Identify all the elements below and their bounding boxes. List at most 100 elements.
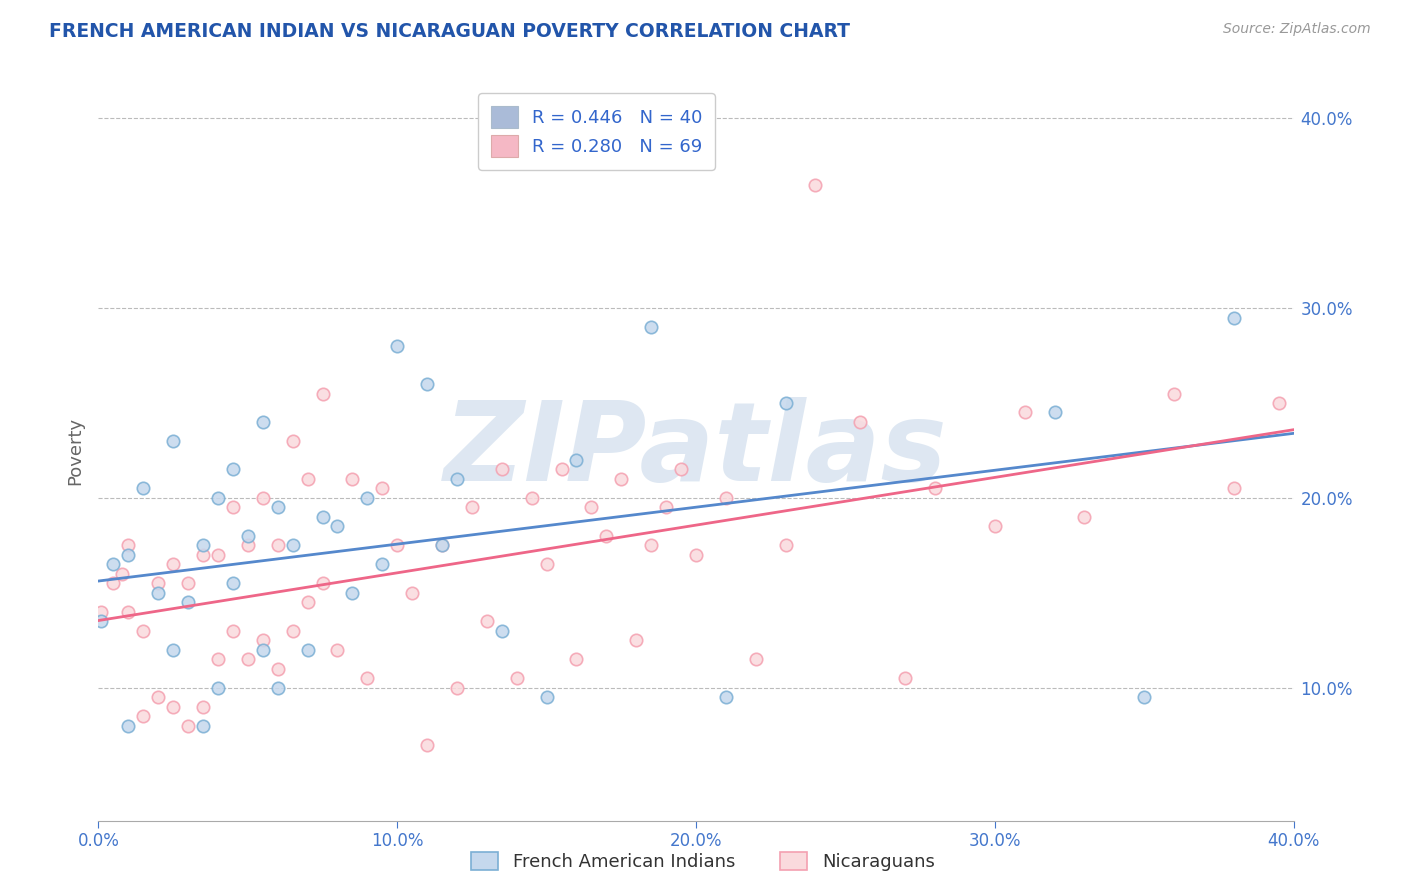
- Point: [311, 386, 333, 401]
- Point: [207, 652, 229, 666]
- Point: [191, 699, 214, 714]
- Point: [132, 709, 155, 723]
- Point: [236, 652, 259, 666]
- Point: [267, 538, 290, 552]
- Point: [326, 519, 349, 533]
- Point: [267, 681, 290, 695]
- Point: [281, 538, 304, 552]
- Legend: R = 0.446   N = 40, R = 0.280   N = 69: R = 0.446 N = 40, R = 0.280 N = 69: [478, 93, 716, 169]
- Point: [252, 491, 274, 505]
- Point: [162, 699, 184, 714]
- Point: [1267, 396, 1289, 410]
- Point: [1014, 405, 1036, 419]
- Point: [162, 558, 184, 572]
- Point: [1073, 509, 1095, 524]
- Point: [430, 538, 453, 552]
- Point: [191, 538, 214, 552]
- Point: [640, 538, 662, 552]
- Text: FRENCH AMERICAN INDIAN VS NICARAGUAN POVERTY CORRELATION CHART: FRENCH AMERICAN INDIAN VS NICARAGUAN POV…: [49, 22, 851, 41]
- Point: [669, 462, 692, 476]
- Point: [401, 586, 423, 600]
- Point: [342, 472, 364, 486]
- Point: [536, 690, 558, 705]
- Point: [311, 576, 333, 591]
- Point: [714, 491, 737, 505]
- Point: [191, 719, 214, 733]
- Point: [775, 538, 797, 552]
- Point: [1133, 690, 1156, 705]
- Point: [550, 462, 572, 476]
- Point: [90, 615, 112, 629]
- Point: [281, 434, 304, 448]
- Point: [894, 671, 917, 685]
- Point: [581, 500, 603, 515]
- Point: [311, 509, 333, 524]
- Point: [446, 472, 468, 486]
- Point: [745, 652, 768, 666]
- Point: [655, 500, 678, 515]
- Text: Source: ZipAtlas.com: Source: ZipAtlas.com: [1223, 22, 1371, 37]
- Point: [565, 453, 588, 467]
- Point: [849, 415, 872, 429]
- Point: [222, 624, 245, 638]
- Point: [148, 576, 170, 591]
- Point: [685, 548, 707, 562]
- Point: [775, 396, 797, 410]
- Point: [281, 624, 304, 638]
- Point: [222, 462, 245, 476]
- Point: [804, 178, 827, 192]
- Point: [326, 642, 349, 657]
- Point: [1043, 405, 1066, 419]
- Point: [117, 538, 139, 552]
- Point: [595, 529, 617, 543]
- Point: [416, 377, 439, 392]
- Point: [177, 576, 200, 591]
- Point: [111, 566, 134, 581]
- Point: [491, 624, 513, 638]
- Point: [297, 642, 319, 657]
- Point: [117, 605, 139, 619]
- Point: [90, 605, 112, 619]
- Point: [252, 642, 274, 657]
- Text: ZIPatlas: ZIPatlas: [444, 397, 948, 504]
- Point: [714, 690, 737, 705]
- Point: [924, 482, 946, 496]
- Point: [1223, 310, 1246, 325]
- Point: [371, 558, 394, 572]
- Point: [640, 320, 662, 334]
- Point: [117, 548, 139, 562]
- Point: [103, 558, 125, 572]
- Point: [252, 415, 274, 429]
- Point: [117, 719, 139, 733]
- Y-axis label: Poverty: Poverty: [66, 417, 84, 484]
- Point: [356, 671, 378, 685]
- Point: [520, 491, 543, 505]
- Point: [207, 548, 229, 562]
- Point: [491, 462, 513, 476]
- Point: [236, 538, 259, 552]
- Point: [191, 548, 214, 562]
- Point: [132, 624, 155, 638]
- Point: [1223, 482, 1246, 496]
- Point: [236, 529, 259, 543]
- Point: [267, 500, 290, 515]
- Point: [626, 633, 648, 648]
- Point: [148, 586, 170, 600]
- Point: [222, 576, 245, 591]
- Point: [267, 662, 290, 676]
- Point: [1163, 386, 1185, 401]
- Point: [416, 738, 439, 752]
- Point: [385, 538, 409, 552]
- Point: [371, 482, 394, 496]
- Point: [132, 482, 155, 496]
- Point: [430, 538, 453, 552]
- Point: [356, 491, 378, 505]
- Point: [446, 681, 468, 695]
- Point: [297, 595, 319, 609]
- Point: [475, 615, 498, 629]
- Point: [385, 339, 409, 353]
- Point: [162, 434, 184, 448]
- Point: [207, 681, 229, 695]
- Point: [177, 719, 200, 733]
- Point: [207, 491, 229, 505]
